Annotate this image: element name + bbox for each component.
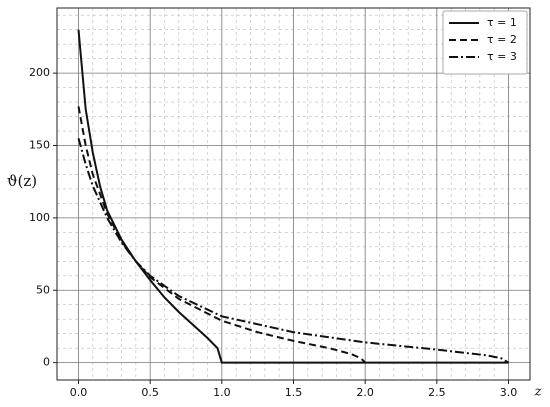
data-line	[77, 29, 509, 364]
legend-label: τ = 1	[487, 16, 517, 29]
x-tick-label: 1.0	[213, 386, 231, 399]
x-tick-label: 2.5	[428, 386, 446, 399]
y-tick-label: 200	[29, 66, 50, 79]
legend: τ = 1 τ = 2 τ = 3	[442, 10, 528, 75]
x-tick-label: 1.5	[285, 386, 303, 399]
data-line	[77, 138, 510, 364]
data-line	[77, 106, 366, 364]
legend-box	[442, 10, 528, 75]
x-axis-label: z	[534, 385, 542, 400]
x-tick-label: 2.0	[356, 386, 374, 399]
y-tick-label: 50	[36, 283, 50, 296]
plot-frame	[56, 7, 531, 381]
y-tick-label: 0	[43, 356, 50, 369]
x-tick-label: 0.5	[141, 386, 159, 399]
y-tick-label: 150	[29, 139, 50, 152]
y-axis-label: ϑ(z)	[7, 172, 37, 190]
x-tick-label: 0.0	[70, 386, 88, 399]
legend-label: τ = 2	[487, 33, 517, 46]
x-tick-label: 3.0	[500, 386, 518, 399]
y-tick-label: 100	[29, 211, 50, 224]
legend-label: τ = 3	[487, 50, 517, 63]
